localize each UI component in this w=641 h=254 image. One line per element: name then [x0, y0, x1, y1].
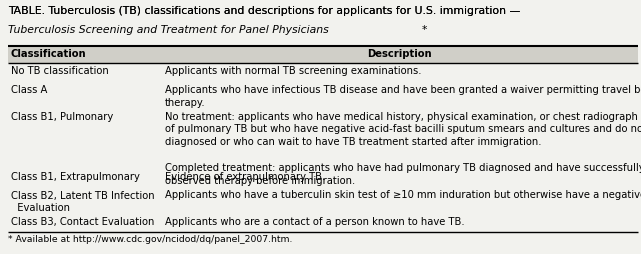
Text: Applicants who have infectious TB disease and have been granted a waiver permitt: Applicants who have infectious TB diseas… [165, 85, 641, 108]
Text: Class B3, Contact Evaluation: Class B3, Contact Evaluation [11, 217, 154, 227]
Text: Tuberculosis Screening and Treatment for Panel Physicians: Tuberculosis Screening and Treatment for… [8, 25, 328, 35]
Text: No TB classification: No TB classification [11, 66, 108, 76]
Text: Class A: Class A [11, 85, 47, 95]
Text: Evidence of extrapulmonary TB.: Evidence of extrapulmonary TB. [165, 172, 326, 182]
Text: Tuberculosis Screening and Treatment for Panel Physicians: Tuberculosis Screening and Treatment for… [8, 25, 328, 35]
Text: No treatment: applicants who have medical history, physical examination, or ches: No treatment: applicants who have medica… [165, 112, 641, 185]
Text: Class B1, Extrapulmonary: Class B1, Extrapulmonary [11, 172, 140, 182]
Text: Classification: Classification [11, 49, 87, 59]
Text: TABLE. Tuberculosis (TB) classifications and descriptions for applicants for U.S: TABLE. Tuberculosis (TB) classifications… [8, 6, 524, 16]
Text: Description: Description [368, 49, 432, 59]
Text: Applicants who have a tuberculin skin test of ≥10 mm induration but otherwise ha: Applicants who have a tuberculin skin te… [165, 190, 641, 200]
Text: Class B2, Latent TB Infection
  Evaluation: Class B2, Latent TB Infection Evaluation [11, 190, 154, 213]
Bar [8, 46, 638, 63]
Text: * Available at http://www.cdc.gov/ncidod/dq/panel_2007.htm.: * Available at http://www.cdc.gov/ncidod… [8, 235, 292, 244]
Text: Applicants who are a contact of a person known to have TB.: Applicants who are a contact of a person… [165, 217, 465, 227]
Text: Applicants with normal TB screening examinations.: Applicants with normal TB screening exam… [165, 66, 422, 76]
Text: TABLE. Tuberculosis (TB) classifications and descriptions for applicants for U.S: TABLE. Tuberculosis (TB) classifications… [8, 6, 524, 16]
Text: *: * [422, 25, 427, 35]
Text: Class B1, Pulmonary: Class B1, Pulmonary [11, 112, 113, 121]
Text: TABLE. Tuberculosis (TB) classifications and descriptions for applicants for U.S: TABLE. Tuberculosis (TB) classifications… [8, 6, 641, 16]
